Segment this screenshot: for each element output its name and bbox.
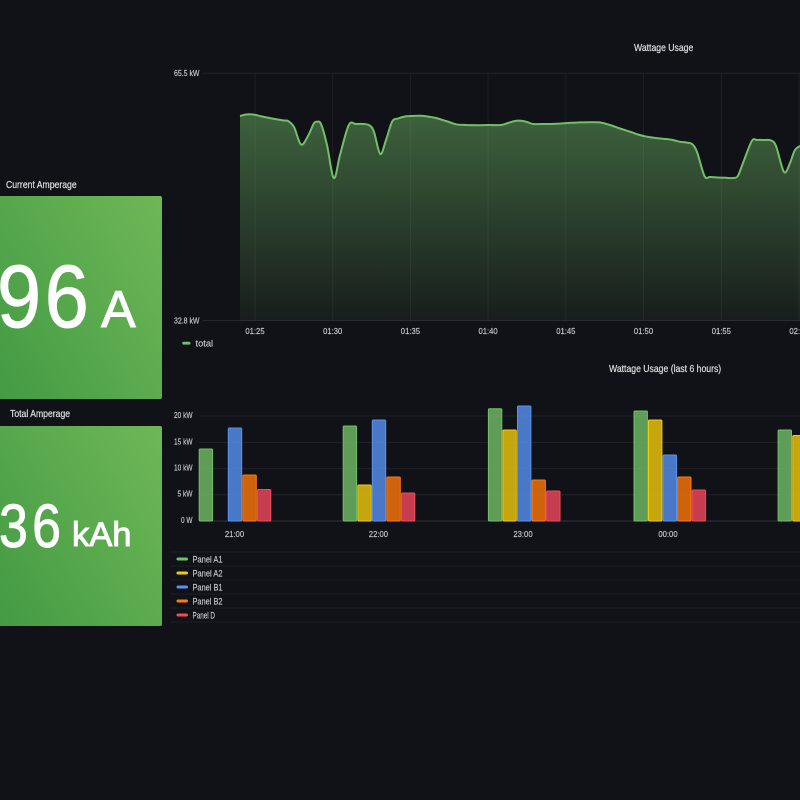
svg-text:01:55: 01:55 bbox=[712, 327, 732, 336]
svg-text:01:50: 01:50 bbox=[634, 327, 654, 336]
svg-text:21:00: 21:00 bbox=[225, 530, 245, 539]
svg-text:22:00: 22:00 bbox=[369, 530, 389, 539]
svg-text:Panel B2: Panel B2 bbox=[193, 597, 223, 607]
svg-text:Panel D: Panel D bbox=[193, 611, 216, 621]
svg-text:total: total bbox=[196, 338, 214, 348]
svg-text:01:25: 01:25 bbox=[245, 327, 265, 336]
svg-text:Panel B1: Panel B1 bbox=[193, 583, 223, 593]
svg-text:65.5 kW: 65.5 kW bbox=[174, 69, 200, 78]
svg-text:20 kW: 20 kW bbox=[174, 411, 193, 420]
svg-text:01:35: 01:35 bbox=[401, 327, 421, 336]
svg-text:Panel A1: Panel A1 bbox=[193, 555, 223, 565]
svg-text:00:00: 00:00 bbox=[658, 530, 678, 539]
svg-text:0 W: 0 W bbox=[181, 516, 193, 525]
svg-text:5 kW: 5 kW bbox=[178, 490, 193, 499]
svg-text:32.8 kW: 32.8 kW bbox=[174, 317, 200, 326]
svg-text:01:45: 01:45 bbox=[556, 327, 576, 336]
svg-text:01:30: 01:30 bbox=[323, 327, 343, 336]
svg-text:15 kW: 15 kW bbox=[174, 437, 193, 446]
svg-text:02:00: 02:00 bbox=[789, 327, 800, 336]
svg-text:01:40: 01:40 bbox=[479, 327, 499, 336]
svg-text:Panel A2: Panel A2 bbox=[193, 569, 223, 579]
svg-text:10 kW: 10 kW bbox=[174, 464, 193, 473]
svg-text:23:00: 23:00 bbox=[513, 530, 533, 539]
